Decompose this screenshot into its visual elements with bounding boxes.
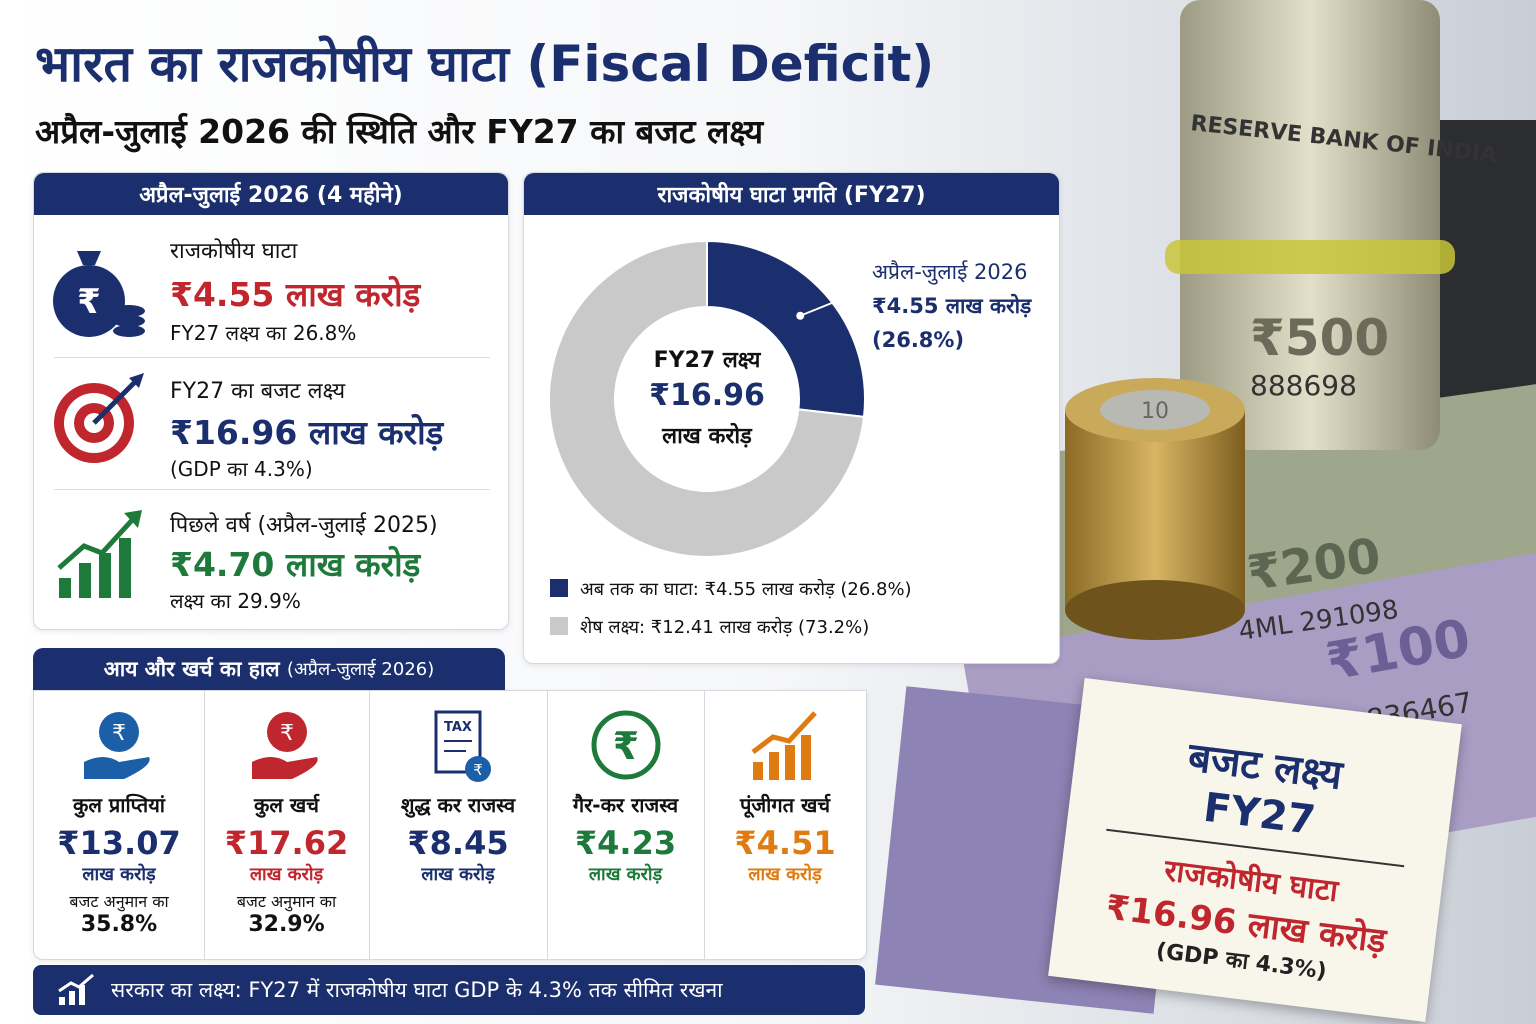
summary-label: FY27 का बजट लक्ष्य <box>170 379 346 404</box>
flow-value: ₹8.45 <box>407 824 509 862</box>
target-icon <box>54 373 144 463</box>
summary-note: FY27 लक्ष्य का 26.8% <box>170 321 357 345</box>
flow-cell: ₹ कुल प्राप्तियां ₹13.07 लाख करोड़ बजट अनुमा… <box>34 691 205 959</box>
rubber-band <box>1165 240 1455 274</box>
flow-icon <box>751 711 817 780</box>
chart-title: राजकोषीय घाटा प्रगति (FY27) <box>524 173 1059 215</box>
summary-value: ₹16.96 लाख करोड़ <box>170 413 444 452</box>
flow-cell: ₹ गैर-कर राजस्व ₹4.23 लाख करोड़ <box>547 691 705 959</box>
money-bag-icon: ₹ <box>53 251 145 337</box>
flows-heading-bar: आय और खर्च का हाल (अप्रैल-जुलाई 2026) <box>33 648 505 690</box>
flow-unit: लाख करोड़ <box>421 864 495 885</box>
svg-text:₹: ₹ <box>280 721 294 746</box>
flow-icon: ₹ <box>251 712 318 779</box>
flow-cell: ₹ कुल खर्च ₹17.62 लाख करोड़ बजट अनुमान का 32.… <box>204 691 370 959</box>
donut-annotation: ₹4.55 लाख करोड़ <box>872 293 1032 318</box>
donut-annotation: (26.8%) <box>872 328 964 352</box>
flow-value: ₹4.51 <box>734 824 836 862</box>
donut-segment <box>706 239 866 418</box>
flow-note: बजट अनुमान का <box>236 892 337 911</box>
donut-center-label: ₹16.96 <box>649 378 765 413</box>
flow-icon: TAX ₹ <box>434 710 491 782</box>
flow-unit: लाख करोड़ <box>588 864 663 885</box>
flow-note: बजट अनुमान का <box>69 892 169 911</box>
summary-panel: अप्रैल-जुलाई 2026 (4 महीने) ₹ राजकोषीय घ… <box>33 172 509 630</box>
target-card: बजट लक्ष्य FY27 राजकोषीय घाटा ₹16.96 लाख… <box>1048 677 1462 1023</box>
donut-center-label: FY27 लक्ष्य <box>654 348 762 373</box>
flow-label: कुल खर्च <box>254 793 319 817</box>
legend-label: शेष लक्ष्य: ₹12.41 लाख करोड़ (73.2%) <box>580 616 869 638</box>
summary-label: राजकोषीय घाटा <box>170 239 298 264</box>
donut-annotation: अप्रैल-जुलाई 2026 <box>872 260 1028 285</box>
summary-heading: अप्रैल-जुलाई 2026 (4 महीने) <box>34 173 508 215</box>
flow-value: ₹17.62 <box>224 824 349 862</box>
flow-label: शुद्ध कर राजस्व <box>400 793 516 817</box>
summary-value: ₹4.55 लाख करोड़ <box>170 275 421 314</box>
flow-value: ₹4.23 <box>574 824 677 862</box>
coin-stack: 10 <box>1065 378 1245 640</box>
legend-label: अब तक का घाटा: ₹4.55 लाख करोड़ (26.8%) <box>580 578 912 600</box>
flow-cell: पूंजीगत खर्च ₹4.51 लाख करोड़ <box>704 691 866 959</box>
flow-icon: ₹ <box>591 710 660 780</box>
legend-swatch <box>550 579 568 597</box>
flow-unit: लाख करोड़ <box>249 864 324 885</box>
donut-segment <box>548 239 866 558</box>
title: भारत का राजकोषीय घाटा (Fiscal Deficit) <box>35 35 935 93</box>
note-text: ₹500 <box>1250 309 1389 367</box>
flow-icon: ₹ <box>84 712 150 779</box>
flow-unit: लाख करोड़ <box>748 864 822 885</box>
summary-value: ₹4.70 लाख करोड़ <box>170 545 421 584</box>
growth-icon <box>57 510 142 598</box>
legend-swatch <box>550 617 568 635</box>
coin-text: 10 <box>1141 399 1169 424</box>
flow-value: ₹13.07 <box>57 824 181 862</box>
svg-text:₹: ₹ <box>112 721 126 746</box>
footer-icon <box>58 973 94 1005</box>
flow-share: 35.8% <box>80 912 158 937</box>
footer-text: सरकार का लक्ष्य: FY27 में राजकोषीय घाटा … <box>111 978 723 1002</box>
donut-center-label: लाख करोड़ <box>661 422 753 449</box>
footer-bar: सरकार का लक्ष्य: FY27 में राजकोषीय घाटा … <box>33 965 865 1015</box>
svg-text:₹: ₹ <box>473 761 483 779</box>
flow-share: 32.9% <box>248 912 325 937</box>
flow-label: कुल प्राप्तियां <box>73 793 165 817</box>
flow-cell: TAX ₹ शुद्ध कर राजस्व ₹8.45 लाख करोड़ <box>369 691 548 959</box>
svg-text:TAX: TAX <box>444 720 472 735</box>
note-roll <box>1180 0 1440 450</box>
flow-unit: लाख करोड़ <box>82 864 156 885</box>
svg-text:₹: ₹ <box>77 282 101 322</box>
flows-panel: ₹ कुल प्राप्तियां ₹13.07 लाख करोड़ बजट अनुमा… <box>33 690 867 960</box>
flow-label: पूंजीगत खर्च <box>739 793 831 817</box>
donut-panel: राजकोषीय घाटा प्रगति (FY27) FY27 लक्ष्य ₹… <box>523 172 1060 664</box>
summary-note: लक्ष्य का 29.9% <box>170 589 301 613</box>
summary-note: (GDP का 4.3%) <box>170 457 313 481</box>
donut-chart: FY27 लक्ष्य ₹16.96 लाख करोड़ अप्रैल-जुलाई 2… <box>548 239 1032 638</box>
note-text: 888698 <box>1250 369 1357 402</box>
flow-label: गैर-कर राजस्व <box>572 793 679 817</box>
svg-text:₹: ₹ <box>612 724 638 768</box>
flows-heading-note: (अप्रैल-जुलाई 2026) <box>286 659 435 680</box>
annotation-leader <box>799 289 865 317</box>
subtitle: अप्रैल-जुलाई 2026 की स्थिति और FY27 का ब… <box>35 112 764 151</box>
summary-label: पिछले वर्ष (अप्रैल-जुलाई 2025) <box>170 513 438 538</box>
divider <box>54 489 490 490</box>
divider <box>54 357 490 358</box>
flows-heading: आय और खर्च का हाल <box>103 657 280 681</box>
